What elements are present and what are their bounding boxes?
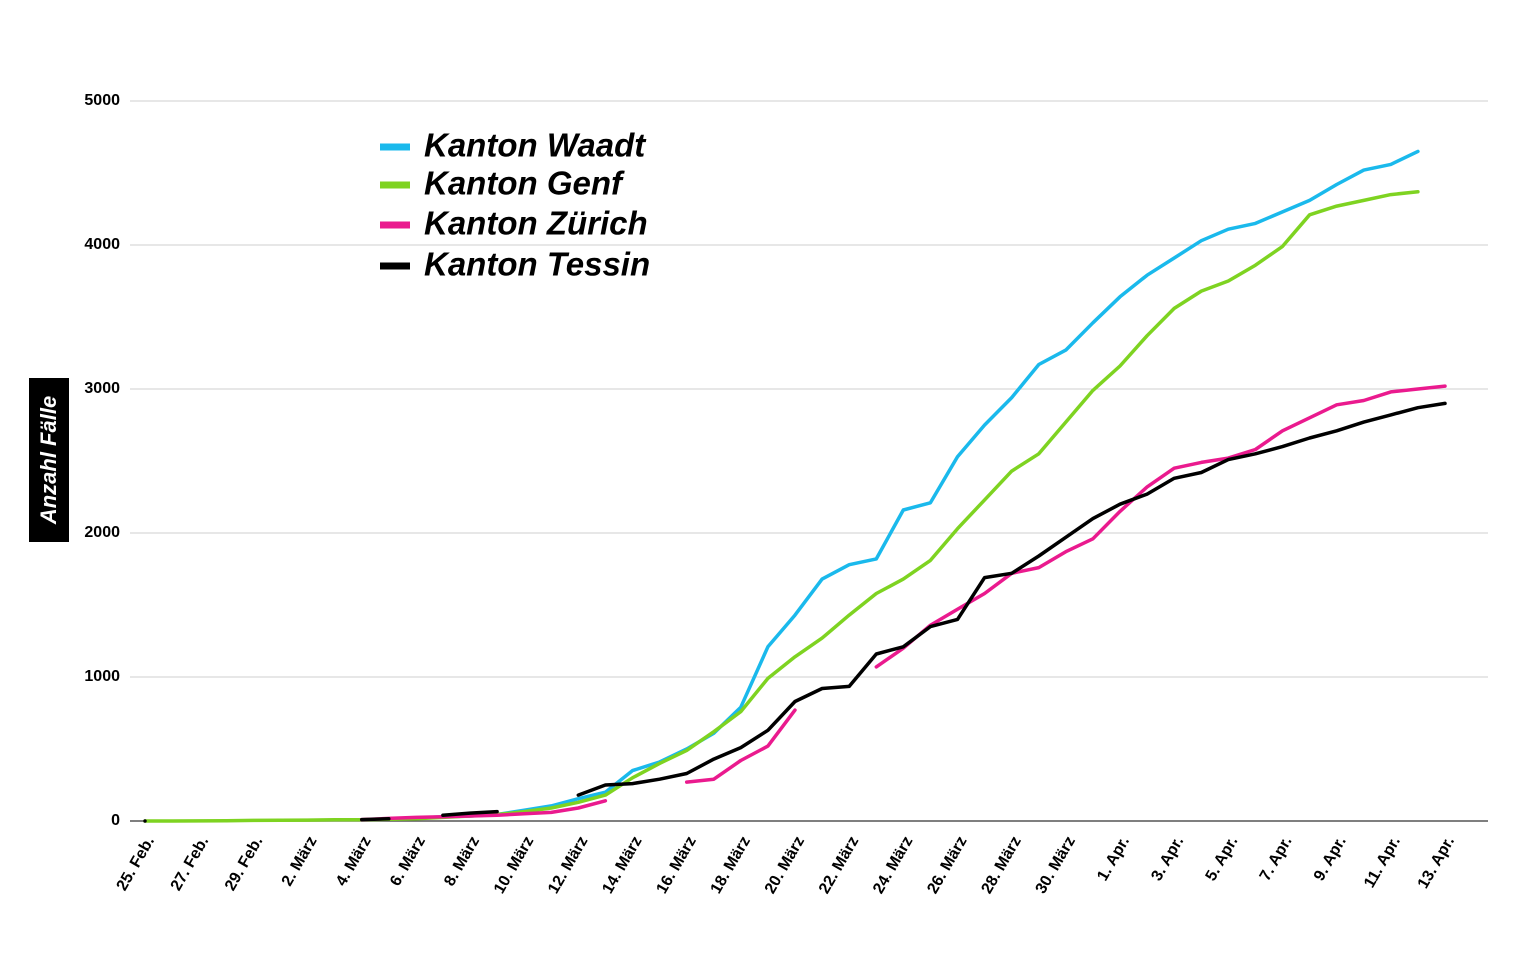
x-tick-label: 2. März [279, 834, 321, 889]
y-label-box [29, 378, 69, 542]
series-line [143, 401, 1447, 823]
series-line [414, 149, 1420, 820]
y-tick-label: 1000 [84, 668, 120, 685]
x-tick-label: 13. Apr. [1415, 834, 1458, 892]
series-line [143, 189, 1420, 823]
x-tick-label: 26. März [924, 834, 970, 897]
legend-label: Kanton Tessin [424, 246, 650, 283]
x-tick-label: 3. Apr. [1148, 834, 1187, 884]
x-tick-label: 20. März [762, 834, 808, 897]
x-tick-label: 10. März [491, 834, 537, 897]
series-line [359, 384, 1447, 822]
x-tick-label: 29. Feb. [222, 834, 267, 894]
x-tick-label: 30. März [1033, 834, 1079, 897]
y-tick-label: 3000 [84, 380, 120, 397]
x-tick-label: 5. Apr. [1203, 834, 1242, 884]
y-axis-label: Anzahl Fälle [36, 396, 61, 525]
x-tick-label: 27. Feb. [168, 834, 213, 894]
x-tick-label: 16. März [653, 834, 699, 897]
y-tick-label: 2000 [84, 524, 120, 541]
x-tick-label: 14. März [599, 834, 645, 897]
x-tick-label: 25. Feb. [114, 834, 159, 894]
y-tick-label: 0 [111, 812, 120, 829]
x-tick-label: 18. März [708, 834, 754, 897]
x-tick-label: 28. März [978, 834, 1024, 897]
y-tick-label: 5000 [84, 92, 120, 109]
legend-label: Kanton Zürich [424, 205, 648, 242]
x-tick-label: 1. Apr. [1094, 834, 1133, 884]
x-tick-label: 7. Apr. [1257, 834, 1296, 884]
x-tick-label: 24. März [870, 834, 916, 897]
legend-label: Kanton Genf [424, 165, 625, 202]
x-tick-label: 4. März [333, 834, 375, 889]
x-tick-label: 22. März [816, 834, 862, 897]
legend-label: Kanton Waadt [424, 127, 647, 164]
x-tick-label: 8. März [441, 834, 483, 889]
x-tick-label: 6. März [387, 834, 429, 889]
x-tick-label: 12. März [545, 834, 591, 897]
x-tick-label: 11. Apr. [1361, 834, 1404, 891]
x-tick-label: 9. Apr. [1311, 834, 1350, 884]
y-tick-label: 4000 [84, 236, 120, 253]
